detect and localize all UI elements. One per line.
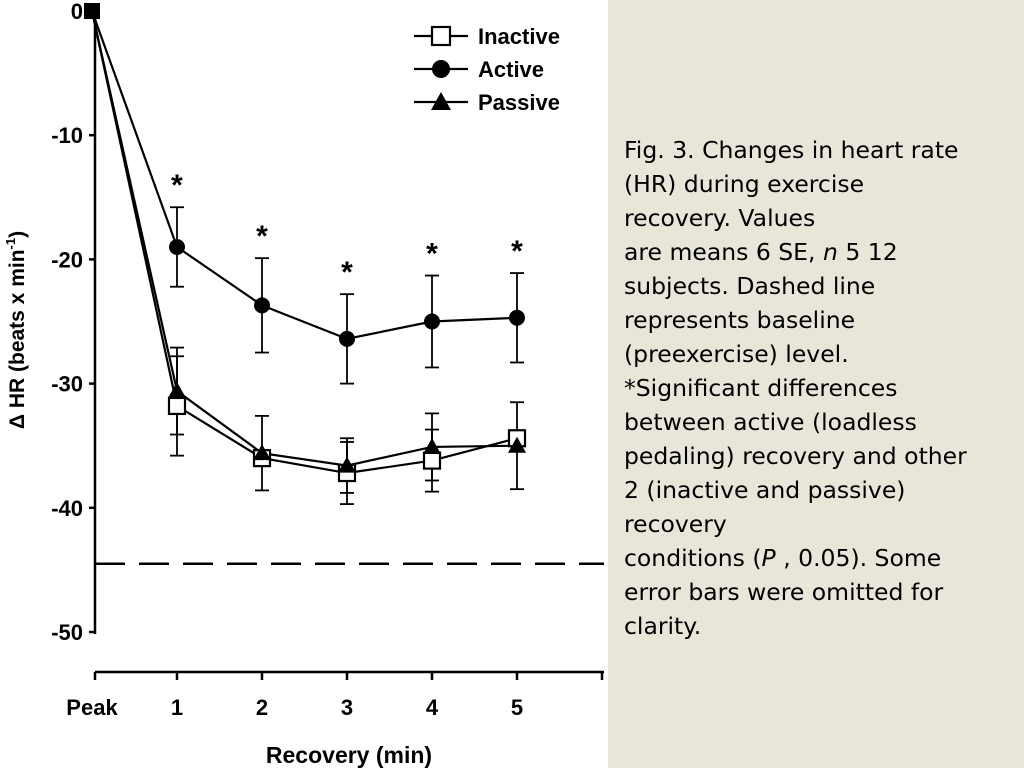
y-tick-label: -50 [51, 620, 83, 645]
caption-line: recovery [624, 510, 727, 538]
caption-line: recovery. Values [624, 204, 816, 232]
x-tick-label: 5 [511, 695, 523, 720]
caption-line: clarity. [624, 612, 702, 640]
heart-rate-chart: 0 -10 -20 -30 -40 -50 Peak 1 2 3 4 5 * * * * * Inactive… [3, 0, 604, 768]
data-point-active [169, 238, 185, 255]
x-tick-label: 1 [171, 695, 183, 720]
data-point-passive [423, 437, 441, 454]
data-point-inactive [84, 3, 100, 19]
significance-star: * [426, 238, 438, 271]
data-point-inactive [422, 451, 442, 470]
data-point-passive [168, 382, 186, 399]
data-point-inactive [167, 396, 187, 416]
data-point-passive [338, 456, 356, 473]
legend-label-active: Active [478, 57, 544, 82]
legend-marker-active [432, 60, 450, 78]
series-line-active [90, 10, 518, 341]
x-tick-label: Peak [66, 695, 118, 720]
caption-fragment: are means 6 SE, [624, 238, 823, 266]
x-tick-label: 4 [426, 695, 439, 720]
caption-line: between active (loadless [624, 408, 917, 436]
y-axis-label-sup: -1 [3, 238, 18, 250]
significance-star: * [171, 169, 183, 202]
caption-line: 2 (inactive and passive) [624, 476, 906, 504]
y-axis-label-main: Δ HR (beats x min [6, 249, 29, 429]
caption-line: (preexercise) level. [624, 340, 849, 368]
x-axis-label: Recovery (min) [266, 742, 432, 768]
y-axis-label-end: ) [6, 231, 29, 238]
data-point-active [509, 309, 525, 326]
figure-caption: Fig. 3. Changes in heart rate (HR) durin… [624, 133, 1016, 643]
caption-n-italic: n [822, 238, 838, 266]
caption-line: (HR) during exercise [624, 170, 865, 198]
y-tick-label: -40 [51, 496, 83, 521]
legend-label-passive: Passive [478, 90, 560, 115]
caption-line: conditions (P , 0.05). Some [624, 541, 1016, 575]
caption-line: subjects. Dashed line [624, 272, 876, 300]
significance-star: * [511, 235, 523, 268]
legend-marker-inactive [430, 25, 452, 47]
series-line-inactive [90, 10, 518, 475]
caption-p-value: , 0.05). Some [775, 544, 942, 572]
legend-label-inactive: Inactive [478, 24, 560, 49]
y-tick-label: -20 [51, 247, 83, 272]
y-axis-label: Δ HR (beats x min-1) [3, 231, 29, 429]
caption-line: Fig. 3. Changes in heart rate [624, 136, 959, 164]
data-point-passive [508, 436, 526, 453]
caption-panel: Fig. 3. Changes in heart rate (HR) durin… [608, 0, 1024, 768]
x-tick-label: 3 [341, 695, 353, 720]
caption-line: error bars were omitted for [624, 578, 944, 606]
data-point-passive [253, 444, 271, 461]
data-point-active [424, 313, 440, 330]
y-tick-label: -10 [51, 123, 83, 148]
data-point-active [339, 330, 355, 347]
caption-fragment: conditions ( [624, 544, 762, 572]
caption-n-value: 5 12 [837, 238, 898, 266]
chart-area: 0 -10 -20 -30 -40 -50 Peak 1 2 3 4 5 * * * * * Inactive… [3, 0, 604, 768]
series-line-passive [90, 10, 518, 467]
y-tick-label: -30 [51, 372, 83, 397]
significance-star: * [256, 220, 268, 253]
significance-star: * [341, 256, 353, 289]
caption-line: are means 6 SE, n 5 12 [624, 235, 1016, 269]
caption-line: represents baseline [624, 306, 856, 334]
legend-marker-passive [431, 92, 451, 110]
caption-line: pedaling) recovery and other [624, 442, 967, 470]
caption-p-italic: P [761, 544, 776, 572]
y-tick-label: 0 [71, 0, 83, 24]
data-point-active [254, 297, 270, 314]
caption-line: *Significant differences [624, 374, 898, 402]
x-tick-label: 2 [256, 695, 268, 720]
